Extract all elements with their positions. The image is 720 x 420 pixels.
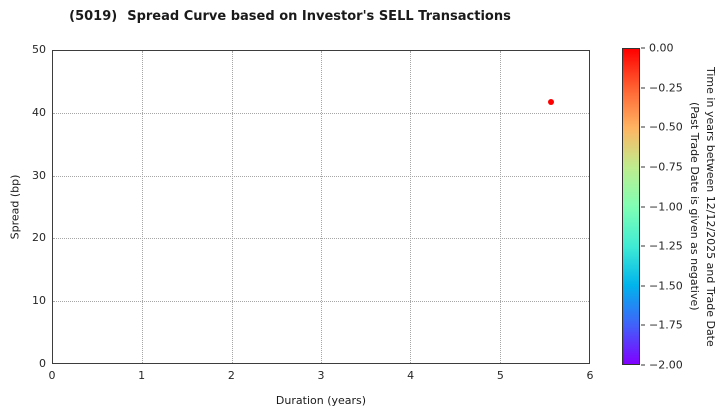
colorbar-tick-mark (641, 245, 645, 247)
colorbar-tick-label: −0.25 (649, 81, 683, 95)
colorbar-tick-mark (641, 87, 645, 89)
colorbar-tick: −0.50 (641, 121, 683, 134)
y-tick-label: 10 (32, 294, 46, 308)
x-tick-label: 0 (48, 369, 56, 382)
plot-area (52, 50, 590, 364)
colorbar-label-line2: (Past Trade Date is given as negative) (688, 102, 701, 311)
colorbar-tick-label: −1.50 (649, 279, 683, 293)
chart-title: (5019) Spread Curve based on Investor's S… (20, 9, 560, 24)
colorbar-tick-label: −0.75 (649, 160, 683, 174)
colorbar-tick-mark (641, 324, 645, 326)
x-tick-label: 3 (317, 369, 325, 382)
gridline-vertical (321, 51, 322, 363)
colorbar (622, 48, 640, 365)
gridline-vertical (142, 51, 144, 363)
y-tick-label: 0 (39, 357, 46, 370)
colorbar-tick-mark (641, 206, 645, 207)
colorbar-tick: −1.25 (641, 240, 683, 253)
x-axis-tick-labels: 0 1 2 3 4 5 6 (48, 369, 594, 384)
colorbar-tick: −1.75 (641, 319, 683, 332)
x-tick-label: 5 (496, 369, 504, 382)
colorbar-tick: 0.00 (641, 42, 674, 55)
gridline-vertical (499, 51, 501, 363)
colorbar-tick-mark (641, 126, 645, 128)
colorbar-tick-label: −0.50 (649, 120, 683, 134)
chart-title-text: Spread Curve based on Investor's SELL Tr… (127, 9, 511, 24)
colorbar-tick-labels: 0.00 −0.25 −0.50 −0.75 −1.00 −1.25 −1.50 −1.75 −… (641, 42, 687, 372)
gridline-vertical (410, 51, 412, 363)
y-tick-label: 30 (32, 168, 46, 182)
chart-title-code: (5019) (69, 9, 118, 24)
y-tick-label: 50 (32, 43, 46, 56)
colorbar-tick-label: 0.00 (649, 41, 674, 55)
colorbar-tick-label: −1.75 (649, 318, 683, 332)
colorbar-tick-label: −2.00 (649, 358, 683, 372)
gridline-vertical (231, 51, 233, 363)
colorbar-tick-mark (641, 47, 645, 49)
y-tick-label: 40 (32, 105, 46, 119)
gridline-horizontal (53, 113, 589, 115)
y-axis-tick-labels: 0 10 20 30 40 50 (8, 44, 46, 370)
colorbar-tick: −0.25 (641, 81, 683, 94)
colorbar-tick-label: −1.25 (649, 239, 683, 253)
x-tick-label: 6 (586, 369, 594, 382)
x-tick-label: 4 (407, 369, 415, 382)
colorbar-tick: −1.00 (641, 200, 683, 213)
colorbar-tick-label: −1.00 (649, 200, 683, 213)
y-tick-label: 20 (32, 231, 46, 245)
colorbar-tick-mark (641, 285, 645, 287)
gridline-horizontal (53, 238, 589, 240)
colorbar-tick: −1.50 (641, 279, 683, 292)
x-tick-label: 2 (227, 369, 235, 382)
scatter-point (548, 98, 555, 105)
colorbar-label: Time in years between 12/12/2025 and Tra… (684, 48, 718, 365)
colorbar-tick: −2.00 (641, 359, 683, 372)
colorbar-tick: −0.75 (641, 160, 683, 173)
colorbar-tick-mark (641, 166, 645, 168)
gridline-horizontal (53, 300, 589, 302)
x-tick-label: 1 (138, 369, 146, 382)
colorbar-label-line1: Time in years between 12/12/2025 and Tra… (704, 66, 717, 347)
gridline-horizontal (53, 175, 589, 177)
x-axis-label: Duration (years) (275, 394, 367, 407)
colorbar-tick-mark (641, 364, 645, 366)
